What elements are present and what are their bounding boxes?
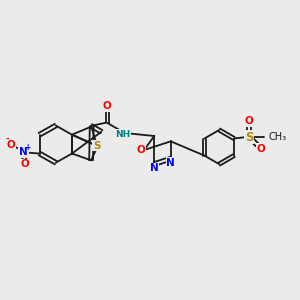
Text: NH: NH <box>115 130 130 139</box>
Text: O: O <box>103 101 112 111</box>
Text: O: O <box>136 145 145 155</box>
Text: -: - <box>5 135 9 144</box>
Text: O: O <box>257 144 266 154</box>
Text: N: N <box>150 164 159 173</box>
Text: S: S <box>93 141 101 151</box>
Text: S: S <box>245 130 254 143</box>
Text: O: O <box>7 140 15 150</box>
Text: O: O <box>245 116 254 126</box>
Text: CH₃: CH₃ <box>268 132 286 142</box>
Text: N: N <box>167 158 175 168</box>
Text: +: + <box>24 142 31 152</box>
Text: N: N <box>19 147 28 157</box>
Text: O: O <box>20 159 29 170</box>
